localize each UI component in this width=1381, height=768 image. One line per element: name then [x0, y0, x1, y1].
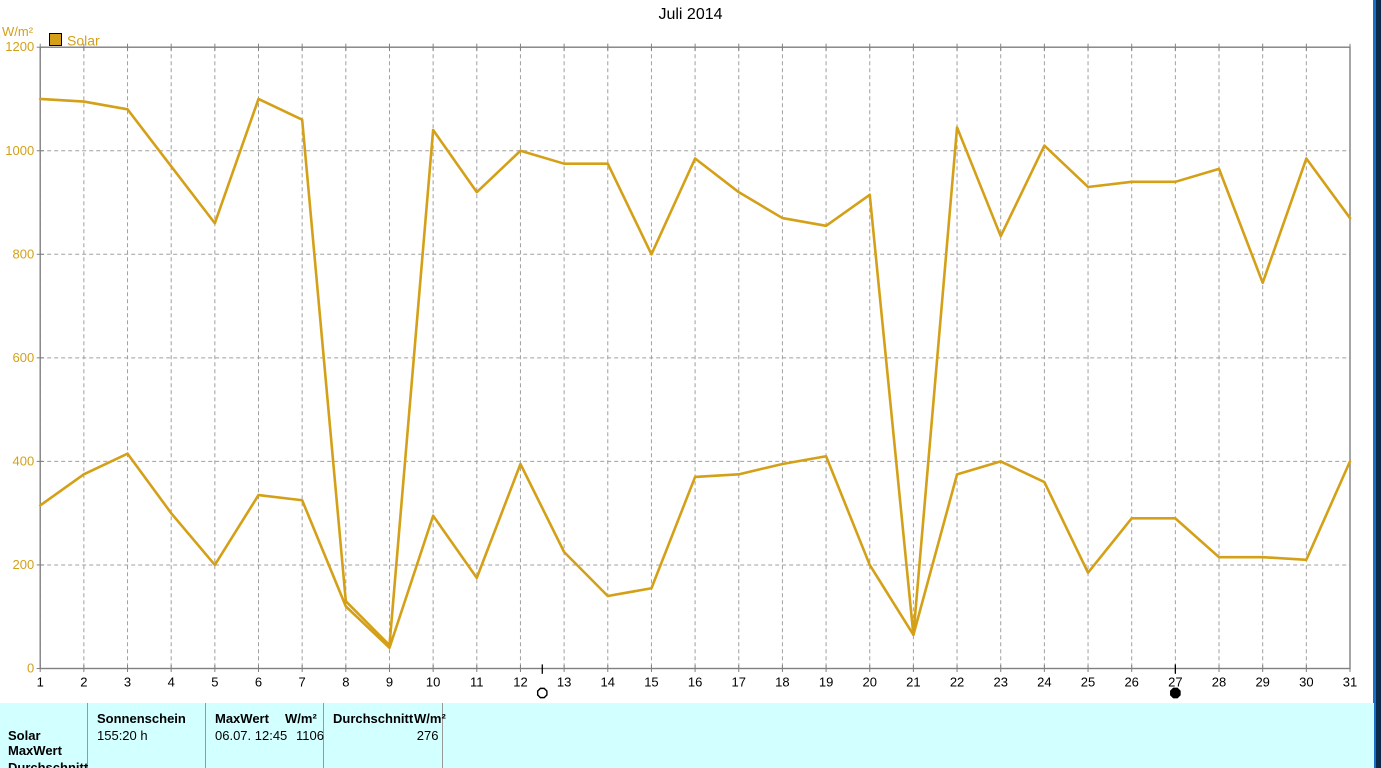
svg-text:10: 10	[426, 675, 440, 690]
svg-text:16: 16	[688, 675, 702, 690]
svg-text:24: 24	[1037, 675, 1051, 690]
svg-text:26: 26	[1124, 675, 1138, 690]
svg-text:6: 6	[255, 675, 262, 690]
svg-text:4: 4	[168, 675, 175, 690]
svg-text:200: 200	[12, 557, 34, 572]
svg-text:21: 21	[906, 675, 920, 690]
svg-text:14: 14	[601, 675, 615, 690]
svg-text:7: 7	[299, 675, 306, 690]
svg-text:1200: 1200	[5, 39, 34, 54]
svg-text:19: 19	[819, 675, 833, 690]
svg-text:27: 27	[1168, 675, 1182, 690]
svg-text:12: 12	[513, 675, 527, 690]
svg-text:400: 400	[12, 453, 34, 468]
svg-text:17: 17	[732, 675, 746, 690]
svg-text:5: 5	[211, 675, 218, 690]
svg-text:20: 20	[863, 675, 877, 690]
svg-text:2: 2	[80, 675, 87, 690]
svg-text:1000: 1000	[5, 143, 34, 158]
svg-text:22: 22	[950, 675, 964, 690]
svg-text:11: 11	[470, 675, 484, 690]
svg-text:31: 31	[1343, 675, 1357, 690]
svg-text:18: 18	[775, 675, 789, 690]
svg-text:600: 600	[12, 350, 34, 365]
svg-text:30: 30	[1299, 675, 1313, 690]
svg-text:13: 13	[557, 675, 571, 690]
svg-text:1: 1	[37, 675, 44, 690]
svg-text:25: 25	[1081, 675, 1095, 690]
svg-text:23: 23	[993, 675, 1007, 690]
svg-text:8: 8	[342, 675, 349, 690]
svg-text:29: 29	[1255, 675, 1269, 690]
svg-text:3: 3	[124, 675, 131, 690]
svg-text:800: 800	[12, 246, 34, 261]
svg-text:9: 9	[386, 675, 393, 690]
svg-text:15: 15	[644, 675, 658, 690]
svg-text:28: 28	[1212, 675, 1226, 690]
svg-text:0: 0	[27, 661, 34, 676]
